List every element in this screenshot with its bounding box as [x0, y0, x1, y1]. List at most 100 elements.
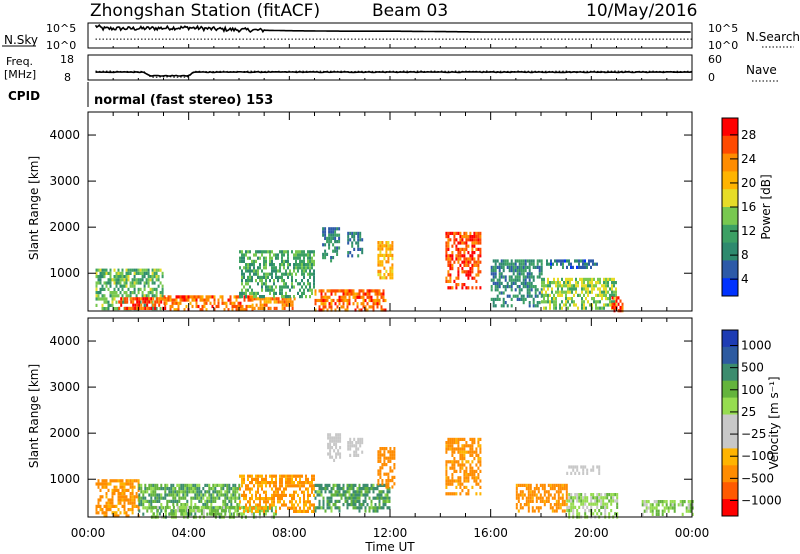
power-cell [181, 295, 184, 299]
velocity-cell [214, 483, 217, 487]
power-cell [595, 293, 597, 297]
power-cell [555, 290, 557, 294]
power-cell [494, 265, 497, 269]
power-cell [235, 295, 238, 299]
power-cell [584, 259, 586, 263]
velocity-cell [455, 460, 458, 464]
power-cell [205, 308, 208, 312]
power-cell [151, 294, 154, 298]
power-cell [469, 231, 472, 235]
velocity-cell [129, 498, 132, 502]
power-cell [593, 277, 595, 281]
power-cell [322, 302, 325, 306]
power-cell [457, 251, 460, 255]
power-cell [307, 253, 309, 257]
velocity-cell [241, 484, 243, 488]
velocity-cell [182, 496, 185, 500]
power-cell [449, 286, 452, 290]
power-cell [328, 227, 331, 231]
velocity-cell [95, 511, 98, 515]
power-cell [581, 306, 583, 310]
velocity-cell [322, 496, 325, 500]
power-cell [261, 253, 263, 257]
power-cell [249, 250, 251, 254]
velocity-cell [389, 466, 392, 470]
velocity-cell [212, 509, 215, 513]
power-cell [599, 287, 601, 291]
velocity-cell [291, 506, 293, 510]
velocity-cell [651, 506, 654, 510]
velocity-cell [517, 509, 520, 513]
velocity-cell [117, 495, 120, 499]
velocity-cell [257, 477, 259, 481]
velocity-cell [242, 512, 245, 516]
power-cell [336, 249, 339, 253]
power-cell [332, 256, 335, 260]
velocity-cell [614, 499, 617, 503]
velocity-cell [285, 487, 287, 491]
power-cell [338, 289, 341, 293]
power-cell [299, 295, 301, 299]
power-cell [142, 297, 145, 301]
power-cell [471, 235, 474, 239]
power-cell [173, 298, 176, 302]
power-cell [492, 269, 495, 273]
velocity-cell [566, 505, 569, 509]
power-cell [297, 250, 299, 254]
power-cell [309, 285, 311, 289]
power-cell [279, 269, 281, 273]
power-cell [500, 262, 503, 266]
power-cell [297, 253, 299, 257]
power-cell [477, 247, 480, 251]
velocity-cell [216, 496, 219, 500]
velocity-cell [547, 483, 550, 487]
velocity-cell [535, 496, 538, 500]
velocity-cell [172, 512, 175, 516]
velocity-cell [610, 502, 613, 506]
power-cell [241, 304, 244, 309]
velocity-cell [208, 499, 211, 503]
velocity-cell [127, 508, 130, 512]
velocity-cell [382, 506, 385, 510]
freq-panel: Freq. [MHz] 18 8 60 0 Nave [4, 53, 780, 84]
velocity-cell [150, 487, 153, 491]
power-cell [465, 257, 468, 261]
power-cell [324, 256, 327, 260]
power-cell [120, 303, 123, 307]
velocity-cell [206, 490, 209, 494]
power-cell [326, 289, 329, 293]
velocity-cell [291, 481, 293, 485]
velocity-cell [568, 465, 571, 469]
nsearch-label: N.Search [746, 30, 800, 44]
velocity-cell [383, 456, 386, 460]
velocity-cell [240, 505, 243, 510]
velocity-cell [354, 503, 357, 507]
velocity-cell [289, 481, 291, 485]
power-cell [142, 306, 145, 310]
velocity-cell [453, 437, 456, 441]
velocity-cell [232, 512, 235, 516]
power-cell [120, 300, 123, 304]
power-cell [301, 291, 303, 295]
velocity-cell [316, 506, 319, 510]
velocity-cell [99, 488, 102, 492]
power-cell [229, 298, 232, 302]
power-cell [109, 294, 112, 298]
velocity-cell [378, 493, 381, 497]
velocity-cell [142, 503, 145, 507]
power-cell [249, 298, 252, 302]
velocity-cell [364, 483, 367, 487]
velocity-cell [557, 490, 560, 494]
power-cell [554, 259, 556, 263]
power-cell [161, 287, 164, 291]
velocity-cell [190, 506, 193, 510]
power-cell [293, 285, 295, 289]
power-cell [377, 241, 380, 245]
power-cell [512, 281, 515, 285]
velocity-cell [527, 483, 530, 487]
velocity-cell [451, 460, 454, 464]
velocity-cell [330, 487, 333, 491]
velocity-cell [687, 506, 690, 510]
velocity-cell [281, 503, 283, 507]
power-cell [534, 265, 537, 269]
